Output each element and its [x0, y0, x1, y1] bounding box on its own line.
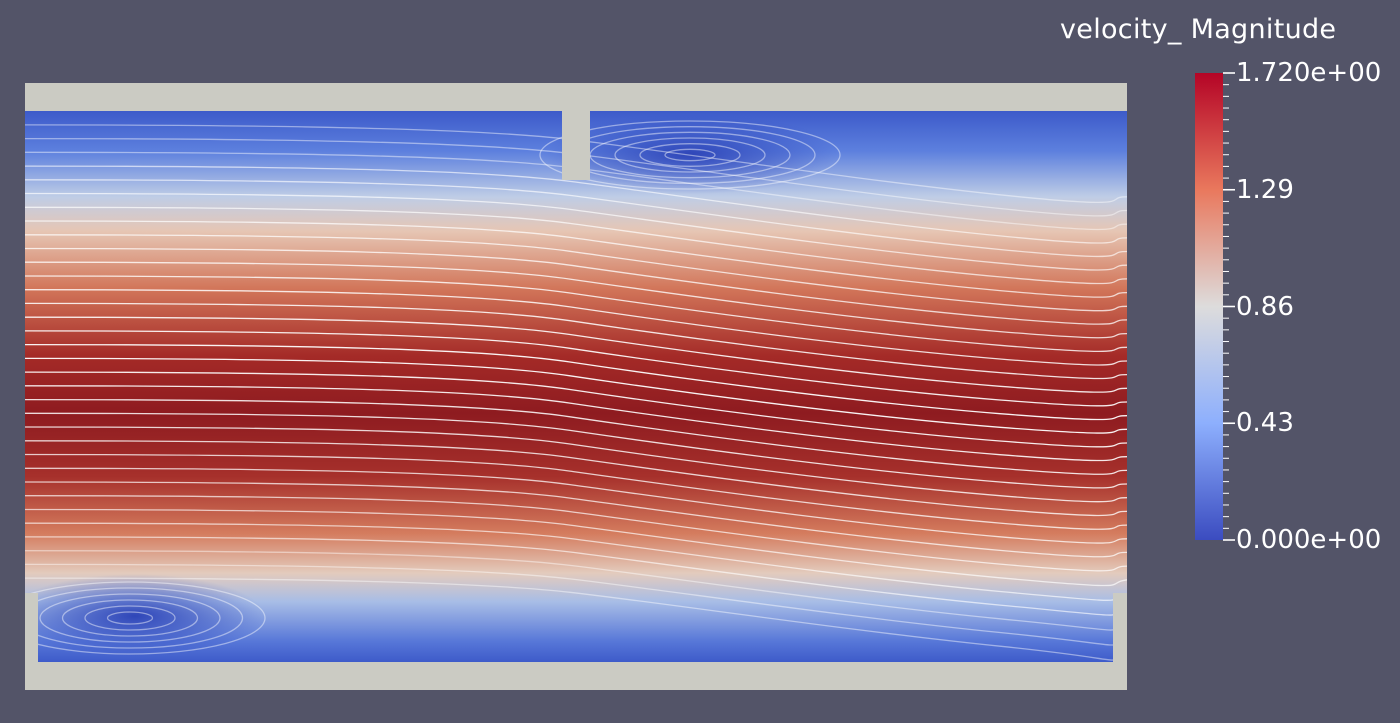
streamline [25, 536, 1127, 616]
colorbar-ticks [1223, 72, 1235, 541]
streamline [25, 550, 1127, 631]
streamline [25, 330, 1127, 407]
streamline [25, 453, 1127, 530]
streamline [25, 343, 1127, 421]
streamline [539, 120, 841, 190]
streamline [25, 563, 1127, 646]
streamline [589, 131, 791, 179]
legend-tick-label: 1.29 [1236, 174, 1294, 205]
streamline [25, 467, 1127, 544]
streamline [25, 577, 1127, 661]
streamline [39, 593, 221, 643]
streamline [25, 587, 244, 649]
streamline [25, 247, 1127, 325]
top-recirculation-vortex [540, 114, 840, 194]
streamline [25, 412, 1127, 489]
streamline [25, 206, 1127, 285]
streamline [61, 599, 199, 637]
streamlines [25, 120, 1127, 661]
streamline [25, 495, 1127, 572]
streamline [25, 151, 1127, 231]
legend-tick-label: 0.43 [1236, 408, 1294, 439]
legend-title: velocity_ Magnitude [1060, 14, 1337, 45]
streamline [25, 371, 1127, 448]
legend-max-label: 1.720e+00 [1236, 58, 1382, 88]
fluid-domain [25, 111, 1127, 662]
streamline [614, 137, 766, 173]
legend-min-label: 0.000e+00 [1236, 525, 1382, 555]
streamline [25, 522, 1127, 601]
streamline [25, 192, 1127, 271]
legend-tick-label: 0.86 [1236, 291, 1294, 322]
streamline [664, 148, 716, 162]
streamline [84, 605, 176, 631]
streamline [25, 481, 1127, 558]
streamline [106, 611, 154, 625]
streamline [25, 124, 1127, 204]
streamline [25, 302, 1127, 380]
streamline [25, 275, 1127, 353]
streamline [639, 143, 741, 167]
streamline [25, 137, 1127, 217]
colorbar [1195, 73, 1223, 540]
streamline [25, 165, 1127, 244]
streamline [25, 440, 1127, 517]
streamline [25, 581, 266, 655]
streamline [25, 426, 1127, 503]
streamline [25, 220, 1127, 298]
streamline [564, 126, 816, 184]
bottom-recirculation-vortex [25, 574, 265, 658]
streamline [25, 398, 1127, 475]
streamline [25, 385, 1127, 462]
streamline [25, 357, 1127, 434]
streamline [25, 234, 1127, 312]
streamline [25, 179, 1127, 258]
streamline [25, 261, 1127, 339]
streamline [25, 316, 1127, 393]
streamline [25, 508, 1127, 587]
streamline [25, 289, 1127, 366]
